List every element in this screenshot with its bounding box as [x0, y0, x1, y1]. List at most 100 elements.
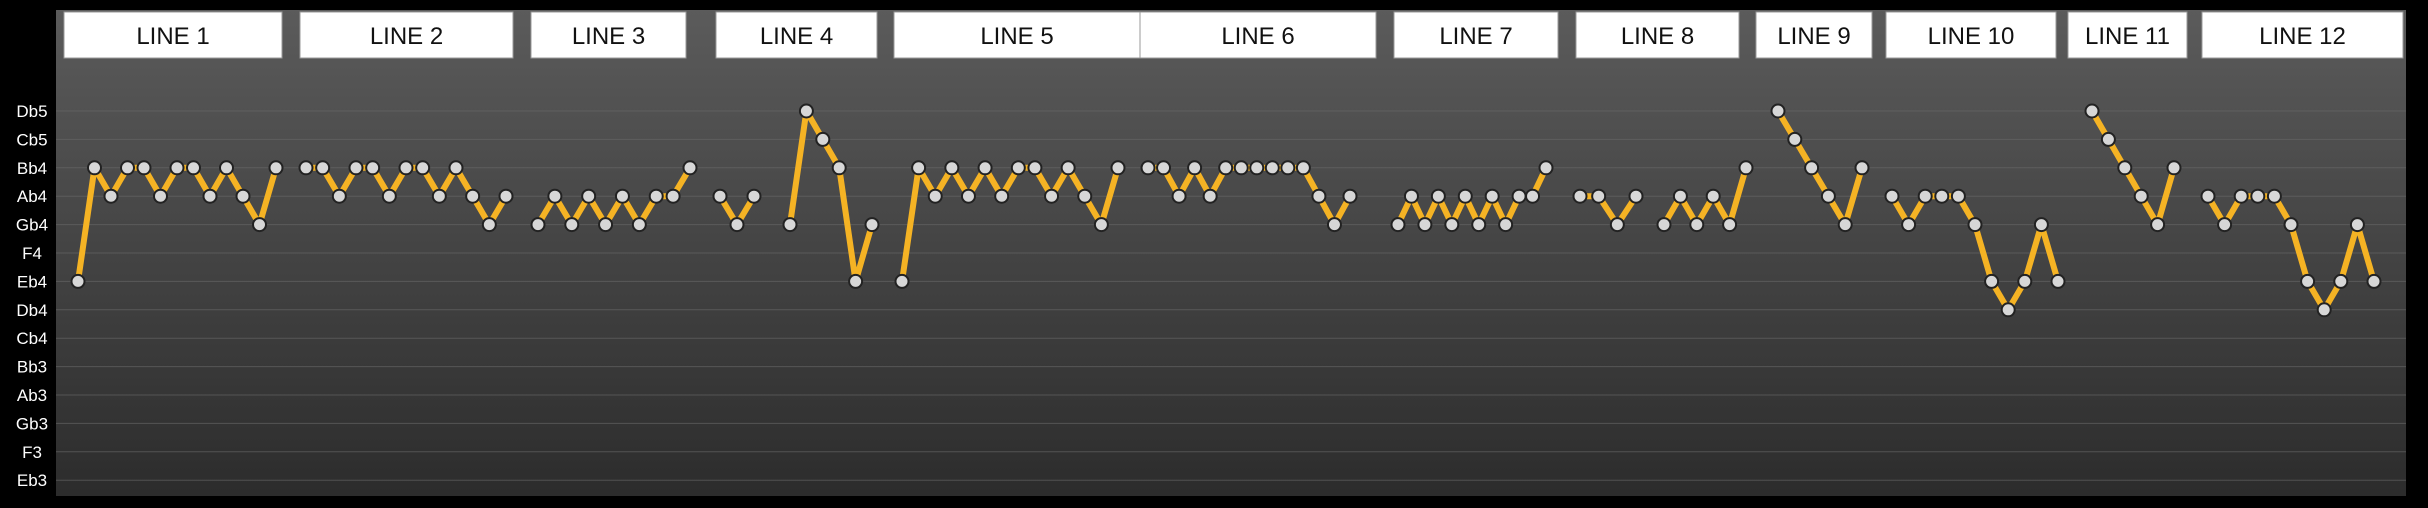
data-point — [960, 188, 976, 204]
data-point — [103, 188, 119, 204]
y-tick-label: Ab3 — [17, 386, 47, 405]
line-title-box — [1393, 11, 1559, 59]
data-point — [977, 160, 993, 176]
data-point — [1689, 217, 1705, 233]
data-point — [746, 188, 762, 204]
y-tick-label: F3 — [22, 443, 42, 462]
y-tick-label: Eb4 — [17, 272, 47, 291]
data-point — [298, 160, 314, 176]
data-point — [2200, 188, 2216, 204]
y-tick-label: Gb4 — [16, 216, 48, 235]
data-point — [186, 160, 201, 176]
line-title: LINE 5 — [980, 23, 1053, 50]
data-point — [798, 103, 814, 119]
data-point — [70, 273, 86, 289]
data-point — [331, 188, 347, 204]
data-point — [235, 188, 251, 204]
data-point — [848, 273, 864, 289]
line-title-box — [715, 11, 878, 59]
data-point — [2333, 273, 2349, 289]
data-point — [1770, 103, 1786, 119]
data-point — [547, 188, 563, 204]
series-line — [535, 164, 693, 228]
data-point — [1390, 217, 1406, 233]
line-title: LINE 3 — [572, 23, 645, 50]
data-point — [1202, 188, 1218, 204]
data-point — [648, 188, 664, 204]
line-title-box — [1139, 11, 1377, 59]
data-point — [831, 160, 847, 176]
line-title-box — [1575, 11, 1740, 59]
data-point — [1077, 188, 1093, 204]
data-point — [1249, 160, 1265, 176]
data-point — [927, 188, 943, 204]
y-tick-label: Ab4 — [17, 187, 47, 206]
data-point — [219, 160, 234, 176]
data-point — [1628, 188, 1644, 204]
data-point — [1417, 217, 1433, 233]
data-point — [2133, 188, 2149, 204]
data-point — [1572, 188, 1588, 204]
data-point — [1591, 188, 1607, 204]
data-point — [202, 188, 218, 204]
line-title: LINE 7 — [1439, 23, 1512, 50]
data-point — [564, 217, 580, 233]
data-point — [1311, 188, 1327, 204]
line-title: LINE 9 — [1777, 23, 1850, 50]
data-point — [2117, 160, 2133, 176]
y-tick-label: Eb3 — [17, 471, 47, 490]
data-point — [431, 188, 447, 204]
series-points — [70, 103, 2382, 318]
data-point — [1430, 188, 1446, 204]
line-title-box — [1885, 11, 2057, 59]
data-point — [1934, 188, 1950, 204]
data-point — [465, 188, 481, 204]
data-point — [1187, 160, 1203, 176]
data-point — [1233, 160, 1249, 176]
data-point — [252, 217, 267, 233]
data-point — [1218, 160, 1234, 176]
data-point — [1967, 217, 1983, 233]
data-point — [1672, 188, 1688, 204]
data-point — [864, 217, 880, 233]
data-point — [1093, 217, 1109, 233]
data-point — [631, 217, 647, 233]
data-point — [2266, 188, 2282, 204]
line-title-box — [2067, 11, 2188, 59]
data-point — [2000, 302, 2016, 318]
data-point — [2084, 103, 2100, 119]
data-point — [614, 188, 630, 204]
data-point — [2316, 302, 2332, 318]
data-point — [815, 131, 831, 147]
data-point — [169, 160, 185, 176]
data-point — [712, 188, 728, 204]
data-point — [530, 217, 546, 233]
line-title: LINE 1 — [136, 23, 209, 50]
y-axis-labels: Eb3 F3 Gb3 Ab3 Bb3 Cb4 Db4 Eb4 F4 Gb4 Ab4 Bb4 Cb5 Db5 — [16, 102, 48, 490]
data-point — [153, 188, 168, 204]
y-tick-label: F4 — [22, 244, 42, 263]
line-title-box — [63, 11, 283, 59]
data-point — [498, 188, 514, 204]
data-point — [1884, 188, 1900, 204]
data-point — [2283, 217, 2299, 233]
data-point — [365, 160, 381, 176]
data-point — [1044, 188, 1060, 204]
data-point — [782, 217, 798, 233]
line-title: LINE 6 — [1221, 23, 1294, 50]
data-point — [381, 188, 397, 204]
data-point — [2349, 217, 2365, 233]
data-point — [348, 160, 364, 176]
data-point — [2250, 188, 2266, 204]
line-title: LINE 4 — [760, 23, 833, 50]
data-point — [944, 160, 960, 176]
data-point — [120, 160, 135, 176]
line-title-box — [1755, 11, 1873, 59]
data-point — [1787, 131, 1803, 147]
data-point — [598, 217, 614, 233]
line-title: LINE 8 — [1621, 23, 1694, 50]
data-point — [1901, 217, 1917, 233]
data-point — [894, 273, 910, 289]
data-point — [1484, 188, 1500, 204]
